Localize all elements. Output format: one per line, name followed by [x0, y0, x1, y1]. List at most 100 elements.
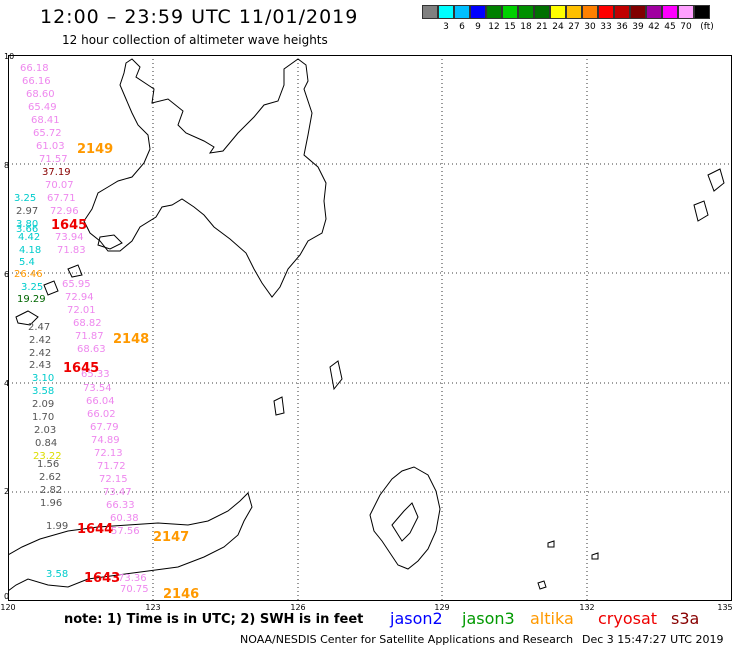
swh-value: 23.22	[33, 451, 62, 462]
swh-value: 71.83	[57, 245, 86, 256]
swh-value: 71.72	[97, 461, 126, 472]
page-title: 12:00 – 23:59 UTC 11/01/2019	[40, 6, 359, 28]
legend-swatch	[486, 5, 502, 19]
swh-value: 1.99	[46, 521, 69, 532]
swh-value: 57.56	[111, 526, 140, 537]
swh-value: 26.46	[14, 269, 43, 280]
legend-swatch	[454, 5, 470, 19]
coastline-sulawesi	[8, 492, 253, 592]
swh-value: 3.25	[14, 193, 37, 204]
satellite-jason2: jason2	[390, 609, 443, 628]
swh-value: 70.07	[45, 180, 74, 191]
lat-tick-0: 0	[4, 592, 10, 601]
swh-value: 2.42	[29, 348, 52, 359]
lat-tick-8: 8	[4, 161, 10, 170]
swh-value: 37.19	[42, 167, 71, 178]
footnote: note: 1) Time is in UTC; 2) SWH is in fe…	[64, 612, 364, 627]
swh-value: 3.66	[16, 224, 39, 235]
legend-label: 36	[616, 22, 628, 32]
swh-value: 5.4	[19, 257, 35, 268]
lon-tick-126: 126	[290, 603, 306, 612]
pass-number: 1643	[84, 571, 121, 586]
satellite-altika: altika	[530, 609, 574, 628]
swh-value: 74.89	[91, 435, 120, 446]
swh-value: 66.33	[106, 500, 135, 511]
legend-label: 9	[475, 22, 481, 32]
swh-value: 65.95	[62, 279, 91, 290]
legend-swatch	[550, 5, 566, 19]
swh-value: 71.57	[39, 154, 68, 165]
coastlines	[8, 58, 725, 592]
legend-swatch	[422, 5, 438, 19]
coastline-halmahera-inner	[391, 502, 419, 542]
legend-label: 70	[680, 22, 692, 32]
legend-label: 6	[459, 22, 465, 32]
legend-label: 39	[632, 22, 644, 32]
coastline-sulu-1	[15, 310, 39, 326]
swh-value: 68.60	[26, 89, 55, 100]
swh-value: 67.79	[90, 422, 119, 433]
legend-swatch	[694, 5, 710, 19]
swh-value: 72.15	[99, 474, 128, 485]
swh-value: 2.43	[29, 360, 52, 371]
pass-number: 2147	[153, 530, 190, 545]
swh-value: 2.62	[39, 472, 62, 483]
swh-value: 67.71	[47, 193, 76, 204]
legend-swatch	[598, 5, 614, 19]
swh-value: 65.72	[33, 128, 62, 139]
legend-label: 30	[584, 22, 596, 32]
legend-label: 45	[664, 22, 676, 32]
legend-swatch	[582, 5, 598, 19]
legend-swatch	[534, 5, 550, 19]
legend-label: 24	[552, 22, 564, 32]
satellite-s3a: s3a	[671, 609, 700, 628]
lat-tick-10: 10	[4, 52, 15, 61]
pass-number: 2148	[113, 332, 150, 347]
swh-value: 73.54	[83, 383, 112, 394]
lon-tick-132: 132	[579, 603, 595, 612]
lat-tick-2: 2	[4, 487, 10, 496]
lon-tick-120: 120	[0, 603, 16, 612]
legend-swatch	[678, 5, 694, 19]
satellite-cryosat: cryosat	[598, 609, 658, 628]
swh-value: 4.18	[19, 245, 42, 256]
swh-value: 3.58	[32, 386, 55, 397]
lon-tick-129: 129	[434, 603, 450, 612]
agency-credit: NOAA/NESDIS Center for Satellite Applica…	[240, 633, 574, 646]
lon-tick-123: 123	[145, 603, 161, 612]
grid-lines	[8, 55, 732, 601]
swh-value: 71.87	[75, 331, 104, 342]
swh-value: 0.84	[35, 438, 58, 449]
coastline-sangihe	[273, 360, 343, 416]
legend-swatch	[502, 5, 518, 19]
legend-label: 12	[488, 22, 500, 32]
swh-value: 72.96	[50, 206, 79, 217]
coastline-sulu-3	[67, 264, 83, 278]
legend-label: 15	[504, 22, 516, 32]
swh-value: 70.75	[120, 584, 149, 595]
swh-value: 68.41	[31, 115, 60, 126]
swh-value: 61.03	[36, 141, 65, 152]
swh-value: 1.70	[32, 412, 55, 423]
legend-swatch	[614, 5, 630, 19]
swh-value: 1.56	[37, 459, 60, 470]
swh-value: 73.47	[103, 487, 132, 498]
satellite-jason3: jason3	[462, 609, 515, 628]
page-subtitle: 12 hour collection of altimeter wave hei…	[62, 33, 328, 47]
swh-value: 2.82	[40, 485, 63, 496]
swh-value: 72.94	[65, 292, 94, 303]
swh-value: 73.36	[118, 573, 147, 584]
coastline-sulu-2	[43, 280, 59, 296]
lat-tick-4: 4	[4, 379, 10, 388]
lat-tick-6: 6	[4, 270, 10, 279]
legend-swatch	[662, 5, 678, 19]
pass-number: 2146	[163, 587, 200, 602]
pass-number: 1645	[63, 361, 100, 376]
legend-swatch	[566, 5, 582, 19]
pass-number: 1644	[77, 522, 114, 537]
swh-value: 72.13	[94, 448, 123, 459]
swh-value: 4.42	[18, 232, 41, 243]
map-canvas	[8, 55, 732, 601]
swh-value: 3.80	[16, 219, 39, 230]
lon-tick-135: 135	[717, 603, 733, 612]
